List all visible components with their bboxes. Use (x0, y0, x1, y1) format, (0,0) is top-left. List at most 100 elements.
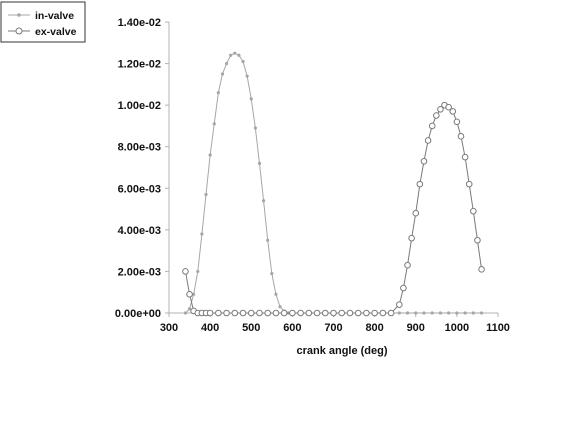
data-point-ex-valve (280, 309, 288, 317)
data-point-in-valve (463, 311, 467, 315)
x-tick-label: 800 (365, 322, 383, 334)
data-point-ex-valve (297, 309, 304, 317)
data-point-ex-valve (412, 209, 420, 217)
data-point-in-valve (278, 305, 282, 309)
data-point-ex-valve (387, 309, 395, 317)
data-point-in-valve (245, 74, 249, 78)
y-tick-label: 8.00e-03 (118, 142, 161, 154)
data-point-ex-valve (256, 309, 263, 317)
data-point-ex-valve (461, 153, 469, 161)
data-point-ex-valve (424, 137, 432, 144)
data-point-in-valve (422, 311, 426, 315)
data-point-ex-valve (215, 309, 222, 317)
x-tick-label: 700 (324, 322, 342, 334)
data-point-in-valve (479, 311, 484, 315)
data-point-ex-valve (363, 309, 370, 317)
data-point-ex-valve (338, 309, 346, 317)
y-tick-label: 2.00e-03 (118, 266, 161, 278)
data-point-ex-valve (465, 180, 473, 188)
data-point-ex-valve (186, 290, 193, 298)
data-point-in-valve (257, 161, 262, 165)
x-axis-title: crank angle (deg) (296, 345, 387, 357)
data-point-ex-valve (420, 157, 428, 165)
x-axis-ticks: 300 400 500 600 700 800 900 1000 1100 (160, 313, 510, 334)
data-point-in-valve (233, 51, 237, 55)
data-point-in-valve (405, 311, 410, 315)
y-tick-label: 1.40e-02 (118, 17, 161, 29)
x-tick-label: 900 (407, 322, 425, 334)
data-point-ex-valve (437, 106, 444, 113)
data-point-ex-valve (445, 103, 452, 111)
data-point-ex-valve (264, 309, 272, 317)
y-tick-label: 4.00e-03 (118, 225, 161, 237)
legend: in-valve ex-valve (0, 1, 86, 43)
x-tick-label: 1100 (486, 322, 510, 334)
data-point-ex-valve (396, 301, 403, 308)
data-point-in-valve (196, 269, 200, 274)
data-point-ex-valve (428, 122, 436, 130)
y-tick-label: 0.00e+00 (115, 308, 161, 320)
data-point-ex-valve (346, 309, 354, 317)
data-point-in-valve (414, 311, 418, 315)
data-point-in-valve (241, 59, 245, 64)
legend-entry-ex-valve: ex-valve (8, 26, 77, 38)
data-point-ex-valve (354, 309, 362, 317)
data-point-ex-valve (272, 309, 280, 317)
data-point-in-valve (397, 311, 401, 315)
data-point-ex-valve (404, 261, 411, 269)
data-point-ex-valve (206, 309, 214, 317)
data-point-ex-valve (408, 234, 415, 242)
data-point-ex-valve (453, 118, 461, 126)
legend-entry-in-valve: in-valve (8, 10, 74, 22)
data-point-ex-valve (400, 284, 407, 292)
data-point-in-valve (274, 292, 278, 296)
data-point-ex-valve (470, 207, 477, 215)
data-point-ex-valve (457, 133, 465, 140)
data-point-in-valve (237, 53, 241, 57)
data-point-ex-valve (416, 180, 424, 188)
data-point-in-valve (471, 311, 475, 315)
data-point-in-valve (183, 311, 188, 315)
data-point-in-valve (204, 192, 208, 197)
data-point-ex-valve (330, 309, 337, 317)
data-point-in-valve (229, 53, 233, 57)
data-point-in-valve (192, 292, 196, 296)
data-point-in-valve (200, 232, 204, 236)
data-point-in-valve (253, 126, 257, 130)
x-tick-label: 300 (160, 322, 178, 334)
data-point-ex-valve (305, 309, 313, 317)
data-point-ex-valve (289, 309, 296, 317)
data-point-in-valve (270, 271, 274, 276)
data-point-in-valve (208, 153, 212, 157)
data-point-in-valve (220, 72, 225, 76)
data-point-ex-valve (223, 309, 230, 317)
legend-marker-in-valve (17, 13, 21, 17)
data-point-in-valve (447, 311, 451, 315)
data-point-ex-valve (313, 309, 321, 317)
data-point-in-valve (438, 311, 443, 315)
data-point-in-valve (261, 199, 266, 203)
x-tick-label: 600 (283, 322, 301, 334)
legend-label-in-valve: in-valve (35, 10, 74, 22)
data-point-in-valve (430, 311, 434, 315)
y-tick-label: 6.00e-03 (118, 183, 161, 195)
legend-label-ex-valve: ex-valve (35, 26, 77, 38)
data-point-in-valve (187, 307, 192, 311)
data-point-ex-valve (474, 236, 481, 244)
plot-series (182, 51, 485, 317)
data-point-ex-valve (449, 108, 457, 115)
data-point-ex-valve (239, 309, 247, 317)
data-point-in-valve (224, 61, 229, 66)
data-point-ex-valve (231, 309, 239, 317)
data-point-in-valve (266, 238, 270, 242)
x-tick-label: 400 (201, 322, 219, 334)
data-point-in-valve (212, 122, 216, 126)
y-axis-ticks: 0.00e+00 2.00e-03 4.00e-03 6.00e-03 8.00e-03… (115, 17, 169, 320)
y-tick-label: 1.20e-02 (118, 59, 161, 71)
x-tick-label: 1000 (445, 322, 469, 334)
data-point-in-valve (216, 91, 220, 95)
data-point-ex-valve (321, 309, 329, 317)
series-ex-valve (182, 101, 485, 317)
data-point-ex-valve (379, 309, 387, 317)
